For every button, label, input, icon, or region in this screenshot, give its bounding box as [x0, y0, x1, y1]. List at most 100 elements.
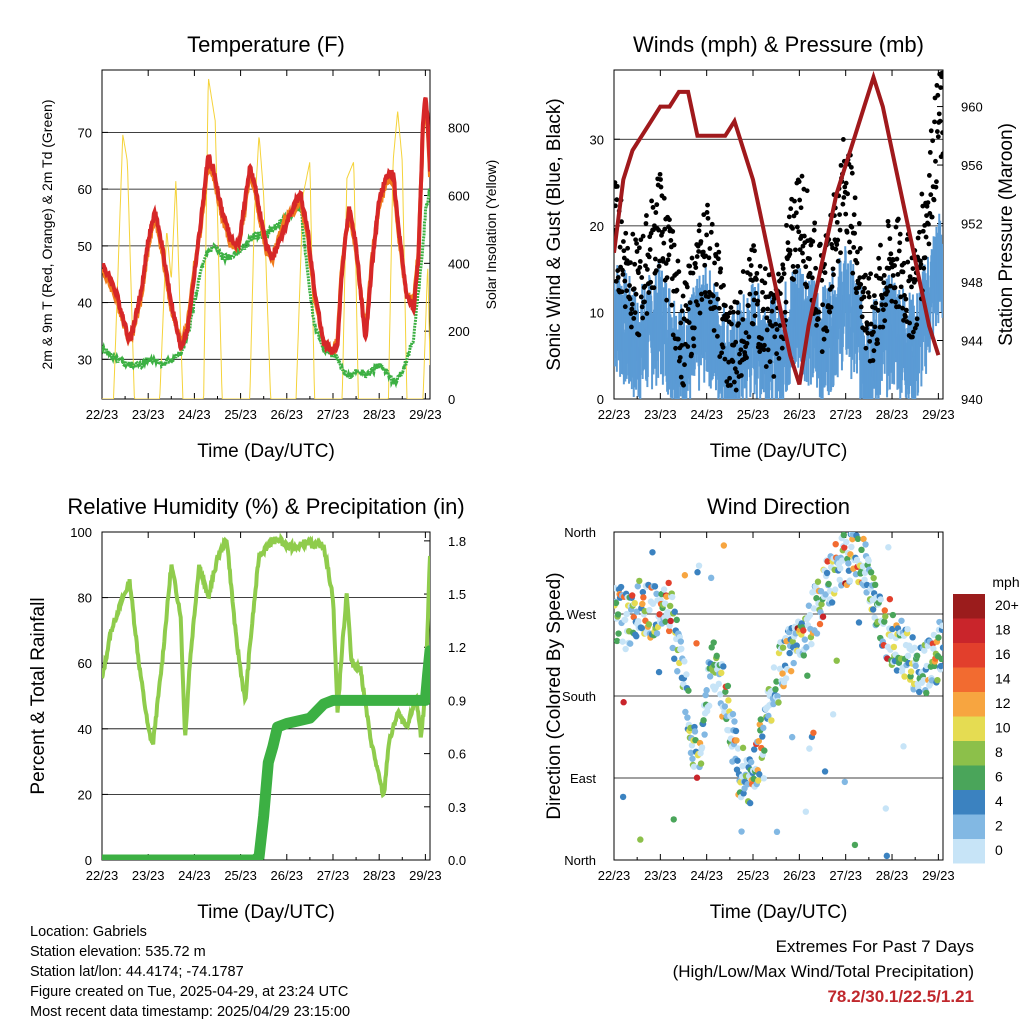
station-info: Location: Gabriels Station elevation: 53… — [30, 922, 350, 1022]
gust-point — [845, 191, 850, 197]
gust-point — [854, 290, 859, 296]
direction-point — [912, 662, 919, 670]
gust-point — [796, 229, 802, 235]
gust-point — [816, 309, 822, 315]
direction-point — [639, 588, 647, 596]
gust-point — [632, 310, 638, 315]
y2-tick-label: 956 — [961, 158, 983, 173]
x-tick-label: 23/23 — [132, 868, 165, 883]
gust-point — [744, 355, 749, 361]
gust-point — [885, 288, 890, 294]
direction-point — [684, 714, 691, 721]
x-tick-label: 24/23 — [178, 407, 211, 422]
chart-title: Relative Humidity (%) & Precipitation (i… — [67, 494, 464, 519]
gust-point — [828, 304, 834, 310]
gust-point — [773, 321, 779, 327]
gust-point — [714, 281, 719, 287]
gust-point — [928, 128, 934, 134]
gust-point — [670, 332, 676, 338]
direction-point — [722, 688, 729, 695]
direction-point — [819, 613, 827, 620]
gust-point — [722, 356, 728, 362]
gust-point — [648, 279, 654, 285]
gust-point — [746, 303, 751, 309]
direction-point — [882, 805, 890, 812]
gust-point — [668, 238, 674, 243]
gust-point — [867, 338, 873, 344]
gust-point — [743, 330, 749, 336]
direction-point — [930, 645, 937, 652]
direction-point — [831, 586, 839, 593]
direction-point — [694, 569, 701, 576]
gust-point — [793, 210, 799, 216]
gust-point — [716, 305, 722, 311]
direction-point — [725, 697, 732, 704]
gust-point — [707, 246, 713, 251]
gust-point — [664, 275, 670, 281]
gust-point — [872, 324, 878, 330]
direction-point — [862, 541, 869, 548]
direction-point — [697, 760, 705, 767]
y-tick-label: 0 — [597, 392, 604, 407]
direction-point — [770, 664, 778, 671]
gust-point — [715, 333, 720, 339]
gust-point — [880, 324, 886, 330]
direction-point — [651, 583, 659, 590]
elevation-text: Station elevation: 535.72 m — [30, 944, 206, 960]
direction-point — [855, 619, 863, 626]
direction-point — [916, 688, 923, 696]
gust-point — [729, 321, 734, 327]
direction-point — [840, 532, 847, 539]
y-tick-label: North — [564, 853, 596, 868]
gust-point — [776, 271, 781, 277]
gust-point — [814, 322, 819, 328]
gust-point — [629, 301, 635, 307]
y2-tick-label: 600 — [448, 188, 470, 203]
direction-point — [793, 642, 800, 649]
extremes-subtitle: (High/Low/Max Wind/Total Precipitation) — [672, 962, 974, 981]
x-tick-label: 28/23 — [363, 407, 396, 422]
gust-point — [772, 334, 778, 340]
legend-swatch — [953, 741, 985, 766]
gust-point — [871, 329, 876, 335]
gust-point — [903, 296, 909, 302]
direction-point — [637, 836, 644, 843]
gust-point — [751, 243, 756, 248]
direction-point — [806, 745, 813, 752]
gust-point — [860, 289, 866, 295]
direction-point — [890, 643, 898, 651]
direction-point — [773, 678, 780, 685]
gust-point — [892, 263, 897, 268]
direction-point — [673, 616, 680, 624]
gust-point — [932, 119, 937, 125]
gust-point — [940, 151, 943, 157]
gust-point — [933, 158, 938, 164]
gust-point — [831, 272, 836, 278]
x-tick-label: 22/23 — [86, 868, 119, 883]
gust-point — [757, 349, 763, 355]
extremes-box: Extremes For Past 7 Days (High/Low/Max W… — [673, 934, 974, 1009]
gust-point — [926, 241, 932, 247]
y2-tick-label: 400 — [448, 256, 470, 271]
gust-point — [807, 256, 812, 262]
gust-point — [697, 310, 703, 316]
gust-point — [693, 265, 699, 270]
direction-point — [911, 644, 918, 651]
direction-point — [858, 546, 865, 554]
direction-point — [832, 540, 839, 548]
direction-point — [787, 667, 795, 675]
gust-point — [801, 233, 807, 239]
y2-tick-label: 0.9 — [448, 693, 466, 708]
direction-point — [692, 736, 699, 744]
gust-point — [882, 318, 888, 324]
y-tick-label: 100 — [70, 525, 92, 540]
gust-point — [711, 328, 717, 333]
gust-point — [810, 239, 816, 244]
y2-tick-label: 948 — [961, 275, 983, 290]
gust-point — [843, 211, 849, 217]
gust-point — [875, 307, 881, 313]
gust-point — [849, 224, 855, 230]
direction-point — [761, 747, 768, 754]
gust-point — [873, 300, 879, 306]
gust-point — [691, 336, 696, 342]
